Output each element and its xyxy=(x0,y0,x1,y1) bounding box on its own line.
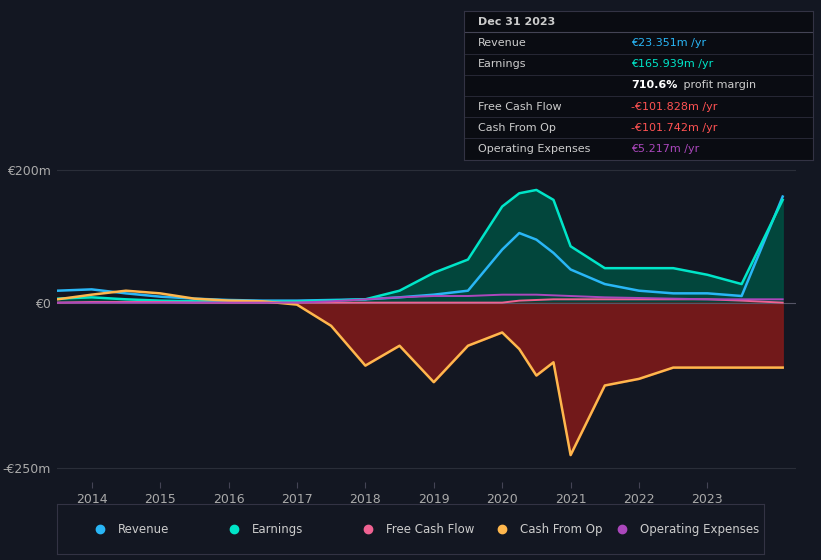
Text: Revenue: Revenue xyxy=(478,38,526,48)
Text: €23.351m /yr: €23.351m /yr xyxy=(631,38,707,48)
Text: Free Cash Flow: Free Cash Flow xyxy=(478,101,562,111)
Text: 710.6%: 710.6% xyxy=(631,81,677,90)
Text: Earnings: Earnings xyxy=(252,522,303,536)
Text: Earnings: Earnings xyxy=(478,59,526,69)
Text: -€101.742m /yr: -€101.742m /yr xyxy=(631,123,718,133)
Text: Cash From Op: Cash From Op xyxy=(520,522,603,536)
Text: Dec 31 2023: Dec 31 2023 xyxy=(478,17,555,27)
Text: Operating Expenses: Operating Expenses xyxy=(478,144,590,154)
Text: €5.217m /yr: €5.217m /yr xyxy=(631,144,699,154)
Text: €165.939m /yr: €165.939m /yr xyxy=(631,59,713,69)
Text: Operating Expenses: Operating Expenses xyxy=(640,522,759,536)
Text: profit margin: profit margin xyxy=(680,81,756,90)
Text: Revenue: Revenue xyxy=(117,522,169,536)
Text: Free Cash Flow: Free Cash Flow xyxy=(386,522,475,536)
Text: -€101.828m /yr: -€101.828m /yr xyxy=(631,101,718,111)
Text: Cash From Op: Cash From Op xyxy=(478,123,556,133)
